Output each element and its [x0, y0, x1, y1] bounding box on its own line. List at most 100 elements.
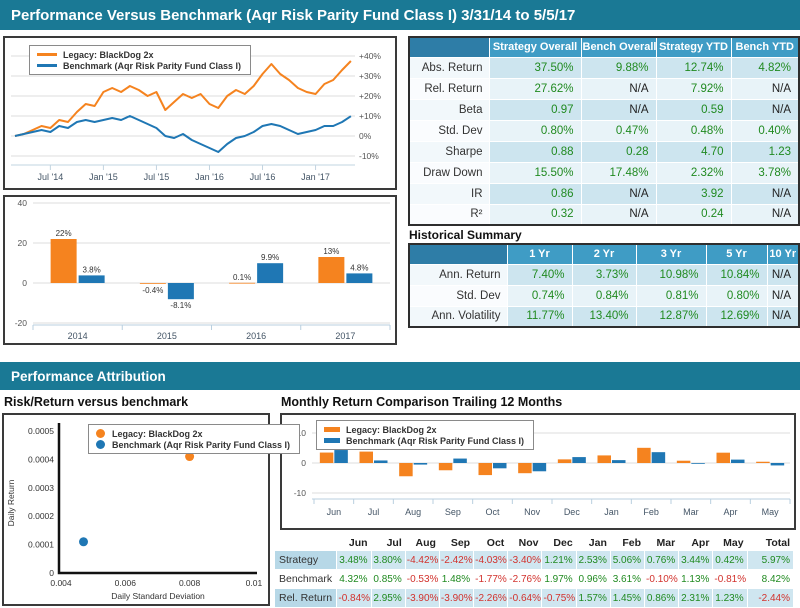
value-cell: 37.50% — [488, 56, 582, 79]
svg-text:0: 0 — [301, 458, 306, 468]
table-row: Strategy 3.48% 3.80% -4.42% -2.42% -4.03% -3.4… — [273, 550, 795, 570]
value-cell: 0.80% — [705, 284, 768, 307]
value-cell: -3.40% — [507, 550, 543, 570]
legend-item-strategy: Legacy: BlackDog 2x — [324, 424, 524, 435]
svg-text:0.004: 0.004 — [50, 578, 72, 588]
svg-text:0.0002: 0.0002 — [28, 511, 54, 521]
value-cell: 1.23% — [712, 588, 748, 608]
value-cell: 1.97% — [541, 569, 577, 589]
value-cell: -1.77% — [473, 569, 509, 589]
column-header: Strategy YTD — [655, 36, 732, 58]
svg-text:0.0003: 0.0003 — [28, 483, 54, 493]
svg-text:Oct: Oct — [485, 507, 500, 517]
column-header: Feb — [609, 534, 646, 551]
svg-text:0%: 0% — [359, 131, 372, 141]
table-row: Rel. Return -0.84% 2.95% -3.90% -3.90% -2.26%… — [273, 588, 795, 608]
value-cell: 0.80% — [488, 119, 582, 142]
svg-text:3.8%: 3.8% — [83, 265, 101, 274]
metrics-table: Strategy Overall Bench Overall Strategy YT… — [408, 36, 800, 226]
svg-text:-10%: -10% — [359, 151, 379, 161]
value-cell: 9.88% — [580, 56, 657, 79]
value-cell: -0.64% — [507, 588, 543, 608]
header-row: Strategy Overall Bench Overall Strategy YT… — [408, 36, 800, 58]
strategy-legend-label: Legacy: BlackDog 2x — [112, 428, 203, 439]
svg-text:Daily Return: Daily Return — [6, 479, 16, 526]
column-header: Strategy Overall — [488, 36, 582, 58]
column-header: Nov — [507, 534, 543, 551]
value-cell: 0.84% — [571, 284, 637, 307]
performance-attribution-banner: Performance Attribution — [0, 362, 800, 390]
table-row: R² 0.32 N/A 0.24 N/A — [408, 203, 800, 226]
svg-text:-8.1%: -8.1% — [170, 301, 191, 310]
legend-item-benchmark: Benchmark (Aqr Risk Parity Fund Class I) — [324, 435, 524, 446]
value-cell: N/A — [766, 284, 800, 307]
value-cell: N/A — [580, 98, 657, 121]
axes — [57, 423, 257, 575]
value-cell: 2.53% — [575, 550, 611, 570]
value-cell: N/A — [730, 98, 800, 121]
benchmark-legend-label: Benchmark (Aqr Risk Parity Fund Class I) — [63, 60, 242, 71]
svg-text:Jul: Jul — [368, 507, 380, 517]
table-row: Std. Dev 0.80% 0.47% 0.48% 0.40% — [408, 119, 800, 142]
value-cell: N/A — [766, 263, 800, 286]
column-header: Oct — [473, 534, 509, 551]
row-label: Sharpe — [408, 140, 490, 163]
column-header: Total — [746, 534, 795, 551]
column-header: 1 Yr — [506, 243, 573, 265]
svg-text:13%: 13% — [323, 247, 339, 256]
column-header: Jan — [575, 534, 611, 551]
value-cell: 1.45% — [609, 588, 646, 608]
historical-summary-table: 1 Yr 2 Yr 3 Yr 5 Yr 10 Yr Ann. Return 7.40% 3.7… — [408, 243, 800, 328]
value-cell: 15.50% — [488, 161, 582, 184]
risk-return-legend: Legacy: BlackDog 2x Benchmark (Aqr Risk … — [88, 424, 301, 454]
value-cell: 0.40% — [730, 119, 800, 142]
data-points — [79, 452, 195, 547]
row-label: R² — [408, 203, 490, 226]
column-header — [408, 243, 508, 265]
column-header: Sep — [438, 534, 475, 551]
value-cell: 4.70 — [655, 140, 732, 163]
value-cell: -2.42% — [438, 550, 475, 570]
cumulative-return-chart: Legacy: BlackDog 2x Benchmark (Aqr Risk … — [3, 36, 397, 190]
monthly-return-table: Jun Jul Aug Sep Oct Nov Dec Jan Feb Mar Apr May Tota… — [273, 534, 795, 608]
value-cell: N/A — [730, 203, 800, 226]
svg-text:0: 0 — [22, 278, 27, 288]
value-cell: 10.84% — [705, 263, 768, 286]
column-header: Apr — [678, 534, 714, 551]
monthly-table-wrap: Jun Jul Aug Sep Oct Nov Dec Jan Feb Mar Apr May Tota… — [273, 534, 795, 608]
legend-item-strategy: Legacy: BlackDog 2x — [96, 428, 290, 439]
value-cell: N/A — [580, 77, 657, 100]
value-cell: 3.92 — [655, 182, 732, 205]
metrics-table-wrap: Strategy Overall Bench Overall Strategy YT… — [408, 36, 800, 226]
column-header: 5 Yr — [705, 243, 768, 265]
row-label: Std. Dev — [408, 284, 508, 307]
svg-text:Aug: Aug — [405, 507, 421, 517]
y-axis-labels: +40% +30% +20% +10% 0% -10% — [359, 51, 381, 161]
column-header: 3 Yr — [635, 243, 707, 265]
value-cell: -4.03% — [473, 550, 509, 570]
value-cell: 13.40% — [571, 305, 637, 328]
table-row: Ann. Return 7.40% 3.73% 10.98% 10.84% N/A — [408, 263, 800, 286]
report-title-banner: Performance Versus Benchmark (Aqr Risk P… — [0, 0, 800, 30]
column-header — [273, 534, 338, 551]
svg-text:Jul '16: Jul '16 — [250, 172, 276, 182]
value-cell: 3.78% — [730, 161, 800, 184]
svg-text:Jun: Jun — [327, 507, 342, 517]
value-cell: 3.61% — [609, 569, 646, 589]
value-cell: 0.28 — [580, 140, 657, 163]
strategy-bar-swatch — [324, 427, 340, 432]
table-row: Draw Down 15.50% 17.48% 2.32% 3.78% — [408, 161, 800, 184]
svg-text:20: 20 — [18, 238, 28, 248]
historical-summary-title: Historical Summary — [409, 228, 522, 242]
benchmark-line-swatch — [37, 64, 57, 67]
value-cell: 5.97% — [746, 550, 795, 570]
value-cell: 0.97 — [488, 98, 582, 121]
svg-text:0: 0 — [49, 568, 54, 578]
svg-text:0.1%: 0.1% — [233, 273, 251, 282]
table-row: Benchmark 4.32% 0.85% -0.53% 1.48% -1.77% -2.7… — [273, 569, 795, 589]
value-cell: 0.48% — [655, 119, 732, 142]
value-cell: 11.77% — [506, 305, 573, 328]
value-cell: -0.75% — [541, 588, 577, 608]
column-header: Jun — [336, 534, 372, 551]
strategy-line-swatch — [37, 53, 57, 56]
